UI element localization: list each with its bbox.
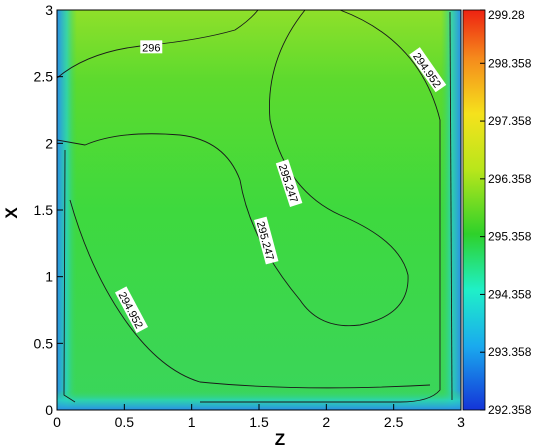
colorbar-tick-label: 299.28 (488, 8, 525, 22)
contour-label-text: 296 (142, 42, 160, 54)
contour-label-bg (114, 286, 149, 334)
y-axis-title: X (2, 207, 21, 219)
contour-line-edge-left (63, 149, 76, 403)
x-tick-label: 1 (188, 414, 196, 430)
y-tick-label: 1.5 (34, 202, 54, 218)
x-axis-title: Z (275, 430, 285, 448)
contour-line-294952-right (200, 10, 441, 403)
x-tick-label: 2 (322, 414, 330, 430)
y-tick-label: 3 (45, 2, 53, 18)
x-tick-label: 1.5 (249, 414, 269, 430)
contour-line-295247-upper (57, 10, 409, 327)
colorbar-tick-label: 293.358 (488, 345, 532, 359)
colorbar-tick-label: 295.358 (488, 230, 532, 244)
colorbar-tick-label: 297.358 (488, 114, 532, 128)
contour-label: 296 (140, 40, 163, 54)
y-tick-label: 0 (45, 402, 53, 418)
x-tick-label: 3 (457, 414, 465, 430)
colorbar-tick-label: 294.358 (488, 287, 532, 301)
y-tick-label: 0.5 (34, 335, 54, 351)
colorbar-tick-label: 292.358 (488, 403, 532, 417)
contour-label-bg (409, 47, 447, 93)
y-axis-ticks: 0 0.5 1 1.5 2 2.5 3 (34, 2, 63, 418)
x-tick-label: 0 (53, 414, 61, 430)
contour-label-bg (140, 40, 163, 54)
contour-line-edge-top (449, 11, 453, 401)
x-tick-label: 2.5 (384, 414, 404, 430)
temperature-field (57, 10, 461, 410)
x-tick-label: 0.5 (115, 414, 135, 430)
x-axis-ticks: 0 0.5 1 1.5 2 2.5 3 (53, 404, 465, 430)
contour-line-296 (57, 10, 259, 79)
y-tick-label: 2 (45, 135, 53, 151)
y-tick-label: 1 (45, 269, 53, 285)
colorbar (462, 9, 486, 411)
contour-label-bg (275, 159, 303, 208)
contour-lines (57, 10, 453, 403)
colorbar-tick-label: 298.358 (488, 56, 532, 70)
contour-label-bg (253, 216, 279, 265)
y-tick-label: 2.5 (34, 69, 54, 85)
colorbar-tick-label: 296.358 (488, 172, 532, 186)
colorbar-ticks: 299.28 298.358 297.358 296.358 295.358 294.35… (480, 8, 532, 417)
contour-line-294952-left (69, 199, 431, 389)
